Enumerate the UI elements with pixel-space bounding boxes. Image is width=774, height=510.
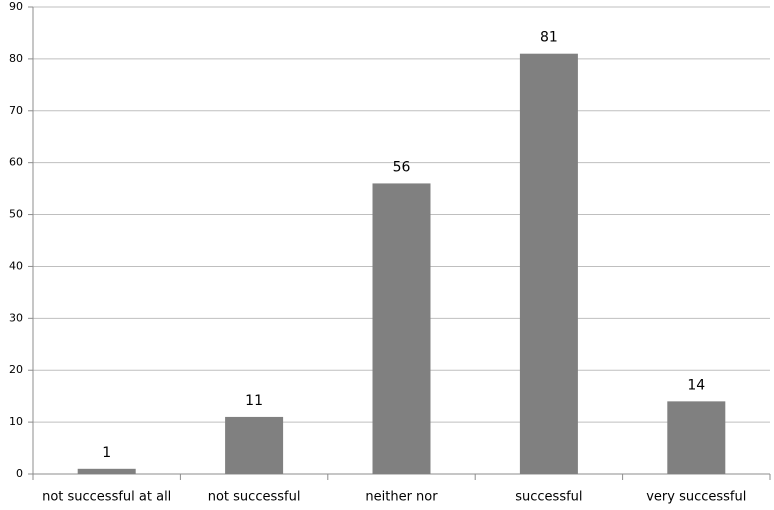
data-label: 56	[393, 159, 411, 175]
y-tick-label: 70	[9, 104, 23, 117]
bar	[519, 53, 578, 474]
bar	[225, 416, 284, 474]
data-label: 14	[687, 377, 705, 393]
y-tick-label: 10	[9, 415, 23, 428]
y-tick-label: 80	[9, 52, 23, 65]
y-tick-label: 90	[9, 0, 23, 13]
y-tick-label: 20	[9, 363, 23, 376]
bar	[667, 401, 726, 474]
x-tick-label: very successful	[646, 490, 746, 505]
x-tick-label: successful	[515, 490, 582, 505]
data-label: 11	[245, 393, 263, 409]
x-tick-label: not successful at all	[42, 490, 171, 505]
data-label: 1	[102, 445, 111, 461]
y-tick-label: 50	[9, 208, 23, 221]
y-tick-label: 0	[16, 467, 23, 480]
bar	[372, 183, 431, 474]
y-tick-label: 30	[9, 311, 23, 324]
y-tick-label: 60	[9, 156, 23, 169]
x-tick-label: not successful	[208, 490, 301, 505]
y-tick-label: 40	[9, 259, 23, 272]
bar	[77, 468, 136, 474]
x-tick-label: neither nor	[365, 490, 438, 505]
data-label: 81	[540, 30, 558, 46]
